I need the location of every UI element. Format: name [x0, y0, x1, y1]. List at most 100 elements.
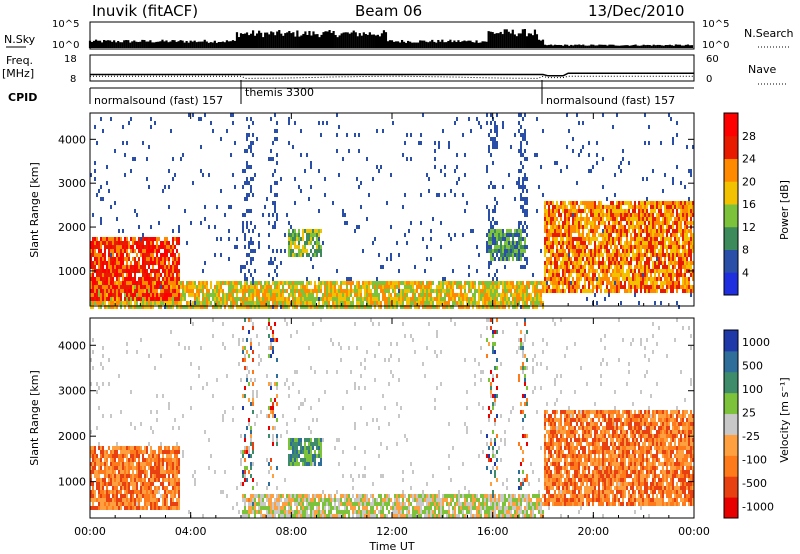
heatmap-cell	[526, 157, 528, 161]
heatmap-cell	[554, 233, 556, 237]
heatmap-cell	[104, 502, 106, 506]
heatmap-cell	[148, 454, 150, 458]
heatmap-cell	[320, 285, 322, 289]
heatmap-cell	[90, 273, 92, 277]
heatmap-cell	[560, 229, 562, 233]
heatmap-cell	[584, 245, 586, 249]
heatmap-cell	[134, 506, 136, 510]
heatmap-cell	[132, 450, 134, 454]
heatmap-cell	[554, 281, 556, 285]
heatmap-cell	[584, 273, 586, 277]
heatmap-cell	[272, 277, 274, 281]
heatmap-cell	[502, 125, 504, 129]
heatmap-cell	[316, 305, 318, 309]
heatmap-cell	[672, 249, 674, 253]
heatmap-cell	[682, 257, 684, 261]
heatmap-cell	[640, 285, 642, 289]
heatmap-cell	[596, 217, 598, 221]
heatmap-cell	[520, 169, 522, 173]
heatmap-cell	[556, 209, 558, 213]
heatmap-cell	[96, 257, 98, 261]
heatmap-cell	[188, 113, 190, 117]
heatmap-cell	[648, 269, 650, 273]
heatmap-cell	[292, 305, 294, 309]
heatmap-cell	[680, 217, 682, 221]
heatmap-cell	[466, 293, 468, 297]
heatmap-cell	[660, 241, 662, 245]
heatmap-cell	[622, 217, 624, 221]
heatmap-cell	[582, 265, 584, 269]
heatmap-cell	[116, 277, 118, 281]
heatmap-cell	[96, 506, 98, 510]
heatmap-cell	[134, 466, 136, 470]
heatmap-cell	[416, 281, 418, 285]
heatmap-cell	[184, 209, 186, 213]
heatmap-cell	[102, 241, 104, 245]
heatmap-cell	[570, 289, 572, 293]
heatmap-cell	[688, 237, 690, 241]
heatmap-cell	[314, 241, 316, 245]
heatmap-cell	[672, 141, 674, 145]
heatmap-cell	[656, 257, 658, 261]
heatmap-cell	[114, 305, 116, 309]
heatmap-cell	[338, 293, 340, 297]
heatmap-cell	[150, 117, 152, 121]
heatmap-cell	[438, 193, 440, 197]
heatmap-cell	[114, 478, 116, 482]
heatmap-cell	[320, 249, 322, 253]
heatmap-cell	[142, 466, 144, 470]
heatmap-cell	[332, 293, 334, 297]
heatmap-cell	[394, 289, 396, 293]
heatmap-cell	[116, 494, 118, 498]
heatmap-cell	[434, 141, 436, 145]
heatmap-cell	[590, 289, 592, 293]
heatmap-cell	[684, 221, 686, 225]
heatmap-cell	[616, 205, 618, 209]
heatmap-cell	[112, 285, 114, 289]
heatmap-cell	[412, 285, 414, 289]
heatmap-cell	[554, 269, 556, 273]
heatmap-cell	[102, 494, 104, 498]
heatmap-cell	[478, 253, 480, 257]
heatmap-cell	[544, 205, 546, 209]
colorbar-segment	[724, 249, 738, 273]
heatmap-cell	[100, 293, 102, 297]
heatmap-cell	[612, 221, 614, 225]
heatmap-cell	[94, 285, 96, 289]
heatmap-cell	[154, 462, 156, 466]
heatmap-cell	[656, 253, 658, 257]
heatmap-cell	[174, 297, 176, 301]
heatmap-cell	[294, 229, 296, 233]
heatmap-cell	[682, 245, 684, 249]
heatmap-cell	[482, 301, 484, 305]
heatmap-cell	[158, 261, 160, 265]
heatmap-cell	[624, 209, 626, 213]
heatmap-cell	[294, 121, 296, 125]
heatmap-cell	[124, 305, 126, 309]
heatmap-cell	[142, 265, 144, 269]
heatmap-cell	[592, 237, 594, 241]
heatmap-cell	[616, 245, 618, 249]
heatmap-cell	[150, 486, 152, 490]
heatmap-cell	[462, 297, 464, 301]
heatmap-cell	[614, 281, 616, 285]
heatmap-cell	[156, 273, 158, 277]
heatmap-cell	[550, 245, 552, 249]
heatmap-cell	[172, 261, 174, 265]
heatmap-cell	[544, 213, 546, 217]
heatmap-cell	[488, 297, 490, 301]
heatmap-cell	[522, 285, 524, 289]
heatmap-cell	[520, 161, 522, 165]
heatmap-cell	[174, 293, 176, 297]
heatmap-cell	[372, 285, 374, 289]
heatmap-cell	[172, 253, 174, 257]
heatmap-cell	[232, 305, 234, 309]
heatmap-cell	[622, 149, 624, 153]
heatmap-cell	[486, 169, 488, 173]
heatmap-cell	[132, 446, 134, 450]
heatmap-cell	[120, 466, 122, 470]
heatmap-cell	[630, 269, 632, 273]
heatmap-cell	[638, 249, 640, 253]
heatmap-cell	[218, 293, 220, 297]
heatmap-cell	[112, 265, 114, 269]
